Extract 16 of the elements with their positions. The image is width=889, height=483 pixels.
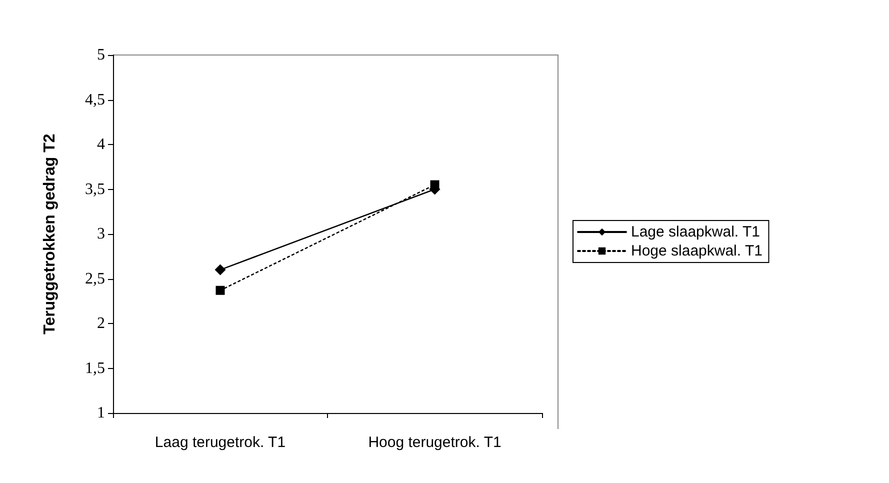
y-axis-title: Teruggetrokken gedrag T2 xyxy=(42,134,58,334)
y-tick-label: 5 xyxy=(97,46,105,64)
y-tick-label: 3,5 xyxy=(85,180,105,198)
y-tick-label: 2,5 xyxy=(85,270,105,288)
x-tick-label: Hoog terugetrok. T1 xyxy=(368,434,502,451)
y-tick-label: 3 xyxy=(97,226,105,242)
y-tick-label: 1 xyxy=(97,404,105,422)
y-tick-label: 4 xyxy=(97,136,105,153)
y-tick-label: 2 xyxy=(97,315,105,332)
point xyxy=(216,286,225,295)
legend-label: Hoge slaapkwal. T1 xyxy=(631,242,762,260)
y-tick-label: 4,5 xyxy=(85,91,105,108)
point xyxy=(214,264,226,276)
y-tick-label: 1,5 xyxy=(85,360,105,377)
x-tick-label: Laag terugetrok. T1 xyxy=(154,434,286,451)
legend-label: Lage slaapkwal. T1 xyxy=(631,224,760,240)
